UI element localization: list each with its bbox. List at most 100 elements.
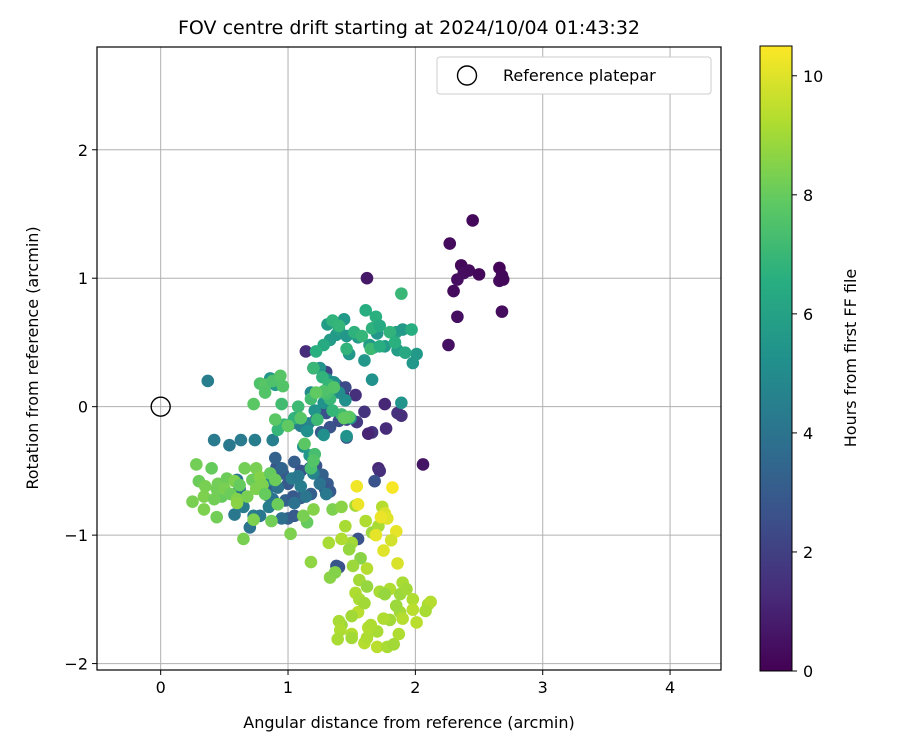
- data-point: [337, 411, 351, 425]
- data-point: [410, 616, 423, 629]
- data-point: [342, 542, 356, 556]
- plot-frame: [96, 46, 722, 671]
- data-point: [378, 587, 392, 601]
- data-point: [294, 480, 308, 493]
- data-point: [210, 510, 224, 524]
- data-point: [311, 413, 324, 426]
- data-point: [307, 454, 320, 467]
- data-point: [335, 532, 348, 546]
- x-tick-label: 1: [283, 678, 293, 697]
- data-point: [268, 473, 282, 487]
- data-point: [410, 347, 423, 361]
- data-point: [373, 319, 387, 333]
- data-point: [237, 532, 250, 546]
- data-point: [360, 562, 374, 575]
- data-point: [396, 612, 409, 625]
- data-point: [359, 514, 373, 528]
- colorbar-label: Hours from first FF file: [841, 269, 860, 448]
- data-point: [291, 400, 305, 413]
- data-point: [327, 381, 341, 394]
- data-point: [466, 214, 479, 227]
- data-point: [317, 428, 330, 442]
- data-point: [298, 437, 311, 451]
- data-point: [396, 323, 409, 336]
- data-point: [299, 490, 313, 503]
- data-point: [447, 284, 460, 298]
- data-point: [326, 404, 339, 417]
- data-point: [462, 264, 476, 277]
- legend-box: [436, 56, 712, 95]
- data-point: [223, 438, 236, 452]
- data-point: [368, 474, 381, 488]
- data-point: [373, 464, 387, 478]
- data-point: [398, 346, 412, 360]
- data-point: [313, 477, 327, 491]
- data-point: [400, 582, 413, 596]
- data-point: [197, 503, 211, 516]
- x-axis-label: Angular distance from reference (arcmin): [243, 713, 574, 732]
- y-tick-label: −1: [64, 526, 88, 545]
- data-point: [319, 487, 333, 501]
- data-point: [358, 405, 371, 419]
- legend-label: Reference platepar: [503, 66, 656, 85]
- data-point: [350, 480, 364, 493]
- data-point: [360, 631, 374, 645]
- data-point: [198, 480, 212, 493]
- data-point: [361, 427, 375, 440]
- data-point: [309, 386, 323, 399]
- data-point: [419, 604, 432, 618]
- data-point: [309, 345, 323, 358]
- data-point: [451, 273, 464, 286]
- data-point: [268, 413, 282, 426]
- data-point: [248, 433, 262, 447]
- data-point: [258, 386, 272, 399]
- data-point: [392, 627, 406, 641]
- data-point: [274, 369, 287, 383]
- data-point: [300, 424, 314, 438]
- colorbar-tick-label: 6: [803, 305, 813, 324]
- data-point: [207, 492, 221, 506]
- data-point: [345, 609, 358, 623]
- data-point: [359, 304, 373, 317]
- data-point: [234, 433, 248, 447]
- data-point: [228, 508, 241, 521]
- data-point: [332, 319, 346, 333]
- data-point: [451, 310, 464, 324]
- colorbar-tick-label: 2: [803, 543, 813, 562]
- y-tick-label: 2: [78, 141, 88, 160]
- colorbar-ticks: 0 2 4 6 8 10: [792, 67, 823, 681]
- data-point: [288, 455, 301, 469]
- data-point: [384, 533, 398, 547]
- data-point: [442, 338, 455, 352]
- data-point: [388, 336, 402, 349]
- data-point: [275, 462, 288, 475]
- data-point: [405, 323, 418, 336]
- chart-title: FOV centre drift starting at 2024/10/04 …: [178, 17, 640, 39]
- data-point: [265, 514, 278, 528]
- data-point: [288, 496, 301, 510]
- data-point: [240, 490, 254, 503]
- data-point: [304, 555, 318, 569]
- data-point: [346, 559, 360, 573]
- x-tick-label: 3: [538, 678, 548, 697]
- data-point: [358, 596, 371, 610]
- data-point: [335, 500, 348, 514]
- data-point: [247, 513, 260, 527]
- data-point: [406, 603, 420, 616]
- data-point: [299, 345, 313, 358]
- data-point: [275, 512, 288, 525]
- grid-lines: [97, 47, 721, 670]
- data-point: [379, 422, 393, 435]
- data-point: [358, 354, 371, 367]
- data-point: [354, 551, 367, 565]
- data-point: [443, 237, 457, 250]
- data-point: [331, 632, 344, 646]
- y-axis-label: Rotation from reference (arcmin): [23, 226, 42, 489]
- data-point: [360, 271, 374, 285]
- data-point: [294, 411, 308, 425]
- data-point: [495, 305, 509, 318]
- data-point: [389, 599, 403, 613]
- data-point: [496, 273, 510, 286]
- data-point: [238, 462, 252, 475]
- data-point: [395, 396, 408, 410]
